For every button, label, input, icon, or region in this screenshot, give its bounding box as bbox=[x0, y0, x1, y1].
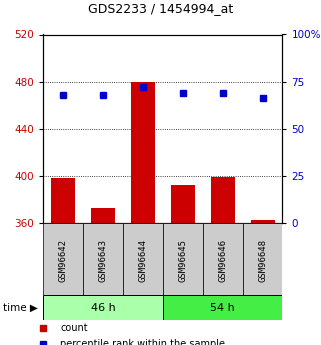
Bar bbox=[251, 220, 274, 223]
Text: GSM96648: GSM96648 bbox=[258, 239, 267, 282]
Bar bbox=[43, 223, 83, 295]
Bar bbox=[123, 223, 163, 295]
Text: GSM96642: GSM96642 bbox=[59, 239, 68, 282]
Bar bbox=[211, 177, 235, 223]
Text: GDS2233 / 1454994_at: GDS2233 / 1454994_at bbox=[88, 2, 233, 16]
Text: 54 h: 54 h bbox=[210, 303, 235, 313]
Bar bbox=[171, 185, 195, 223]
Text: time ▶: time ▶ bbox=[3, 303, 38, 313]
Bar bbox=[203, 223, 243, 295]
Text: GSM96643: GSM96643 bbox=[99, 239, 108, 282]
Bar bbox=[243, 223, 282, 295]
Text: 46 h: 46 h bbox=[91, 303, 116, 313]
Bar bbox=[131, 81, 155, 223]
Text: count: count bbox=[60, 323, 88, 333]
Text: GSM96644: GSM96644 bbox=[138, 239, 147, 282]
Text: GSM96646: GSM96646 bbox=[218, 239, 227, 282]
Bar bbox=[91, 208, 115, 223]
Bar bbox=[83, 223, 123, 295]
Bar bbox=[51, 178, 75, 223]
Text: percentile rank within the sample: percentile rank within the sample bbox=[60, 339, 225, 345]
Text: GSM96645: GSM96645 bbox=[178, 239, 187, 282]
Bar bbox=[163, 223, 203, 295]
Bar bbox=[163, 295, 282, 320]
Bar bbox=[43, 295, 163, 320]
